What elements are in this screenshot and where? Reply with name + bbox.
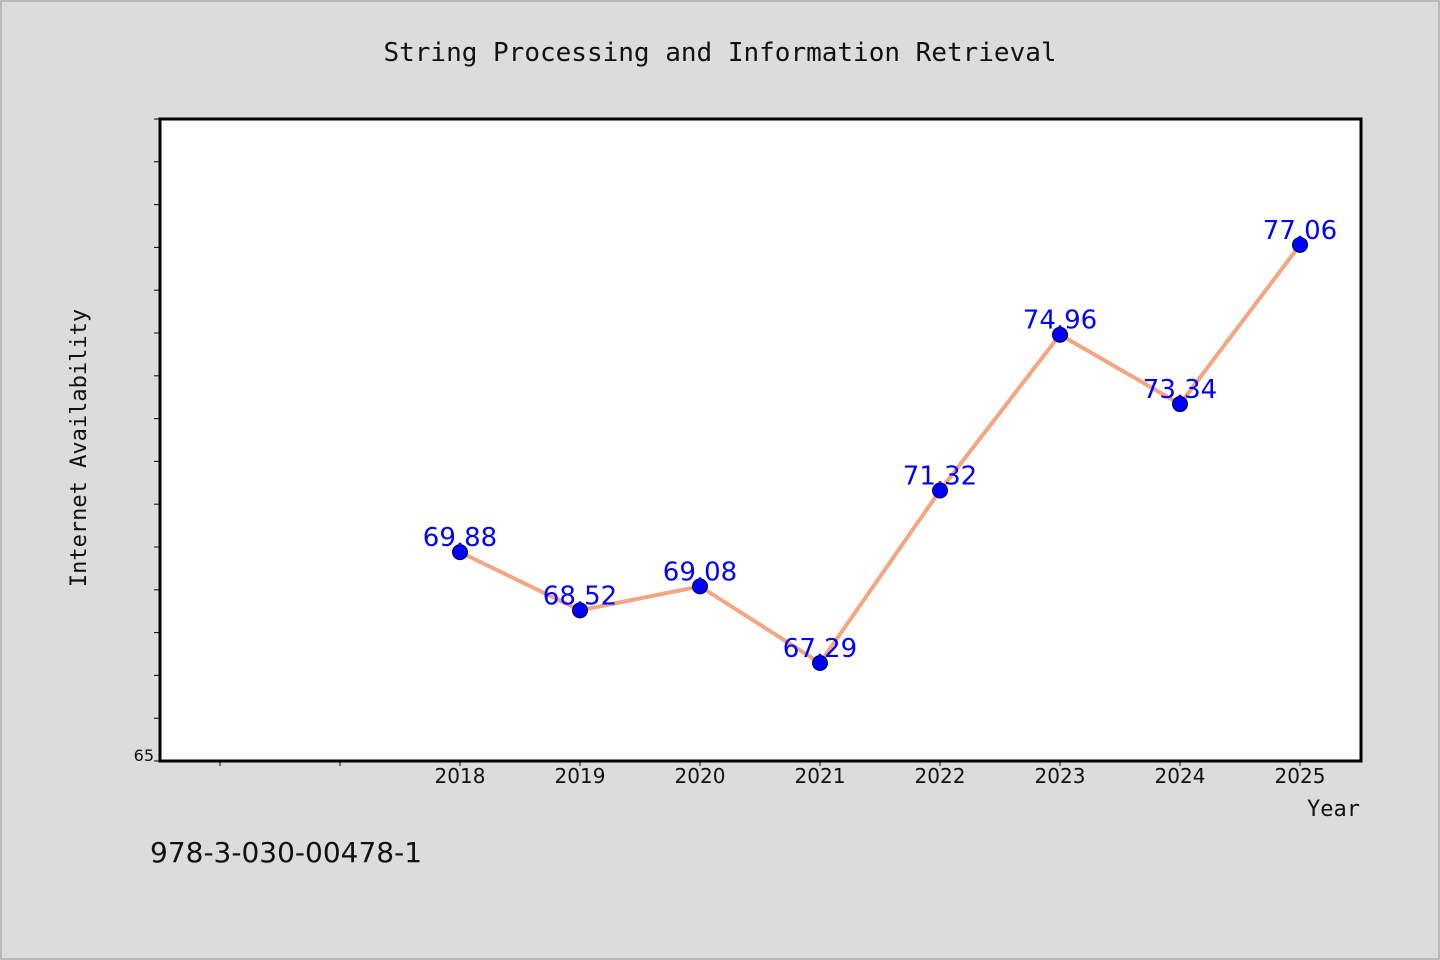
y-axis-label: Internet Availability — [67, 309, 92, 587]
x-tick-label: 2024 — [1155, 764, 1206, 788]
data-point — [572, 602, 588, 619]
x-tick-label: 2023 — [1035, 764, 1086, 788]
data-label: 68.52 — [543, 581, 617, 611]
x-tick-label: 2021 — [795, 764, 846, 788]
data-label: 69.88 — [423, 523, 497, 553]
data-labels: 69.88 68.52 69.08 67.29 71.32 74.96 73.34 77.06 — [423, 216, 1337, 664]
x-tick-label: 2018 — [435, 764, 486, 788]
x-tick-label: 2020 — [675, 764, 726, 788]
data-point — [1292, 236, 1308, 253]
data-label: 77.06 — [1263, 216, 1337, 246]
data-point — [452, 544, 468, 561]
plot-area — [158, 117, 1363, 763]
y-tick-label: 65 — [134, 746, 154, 765]
x-tick-label: 2019 — [555, 764, 606, 788]
data-point — [812, 654, 828, 671]
data-points — [452, 236, 1308, 671]
x-axis: 2018 2019 2020 2021 2022 2023 2024 2025 — [219, 761, 1326, 788]
x-tick-label: 2025 — [1275, 764, 1326, 788]
data-point — [932, 482, 948, 499]
data-label: 71.32 — [903, 462, 977, 492]
data-label: 73.34 — [1143, 375, 1217, 405]
data-point — [1052, 326, 1068, 343]
series-line — [459, 243, 1302, 665]
data-point — [692, 578, 708, 595]
x-axis-label: Year — [1307, 797, 1360, 822]
chart-title: String Processing and Information Retrie… — [383, 38, 1056, 68]
data-label: 67.29 — [783, 634, 857, 664]
data-label: 74.96 — [1023, 306, 1097, 336]
data-point — [1172, 396, 1188, 413]
y-axis: 65 — [134, 118, 160, 765]
isbn-text: 978-3-030-00478-1 — [150, 836, 422, 869]
data-label: 69.08 — [663, 557, 737, 587]
x-tick-label: 2022 — [915, 764, 966, 788]
